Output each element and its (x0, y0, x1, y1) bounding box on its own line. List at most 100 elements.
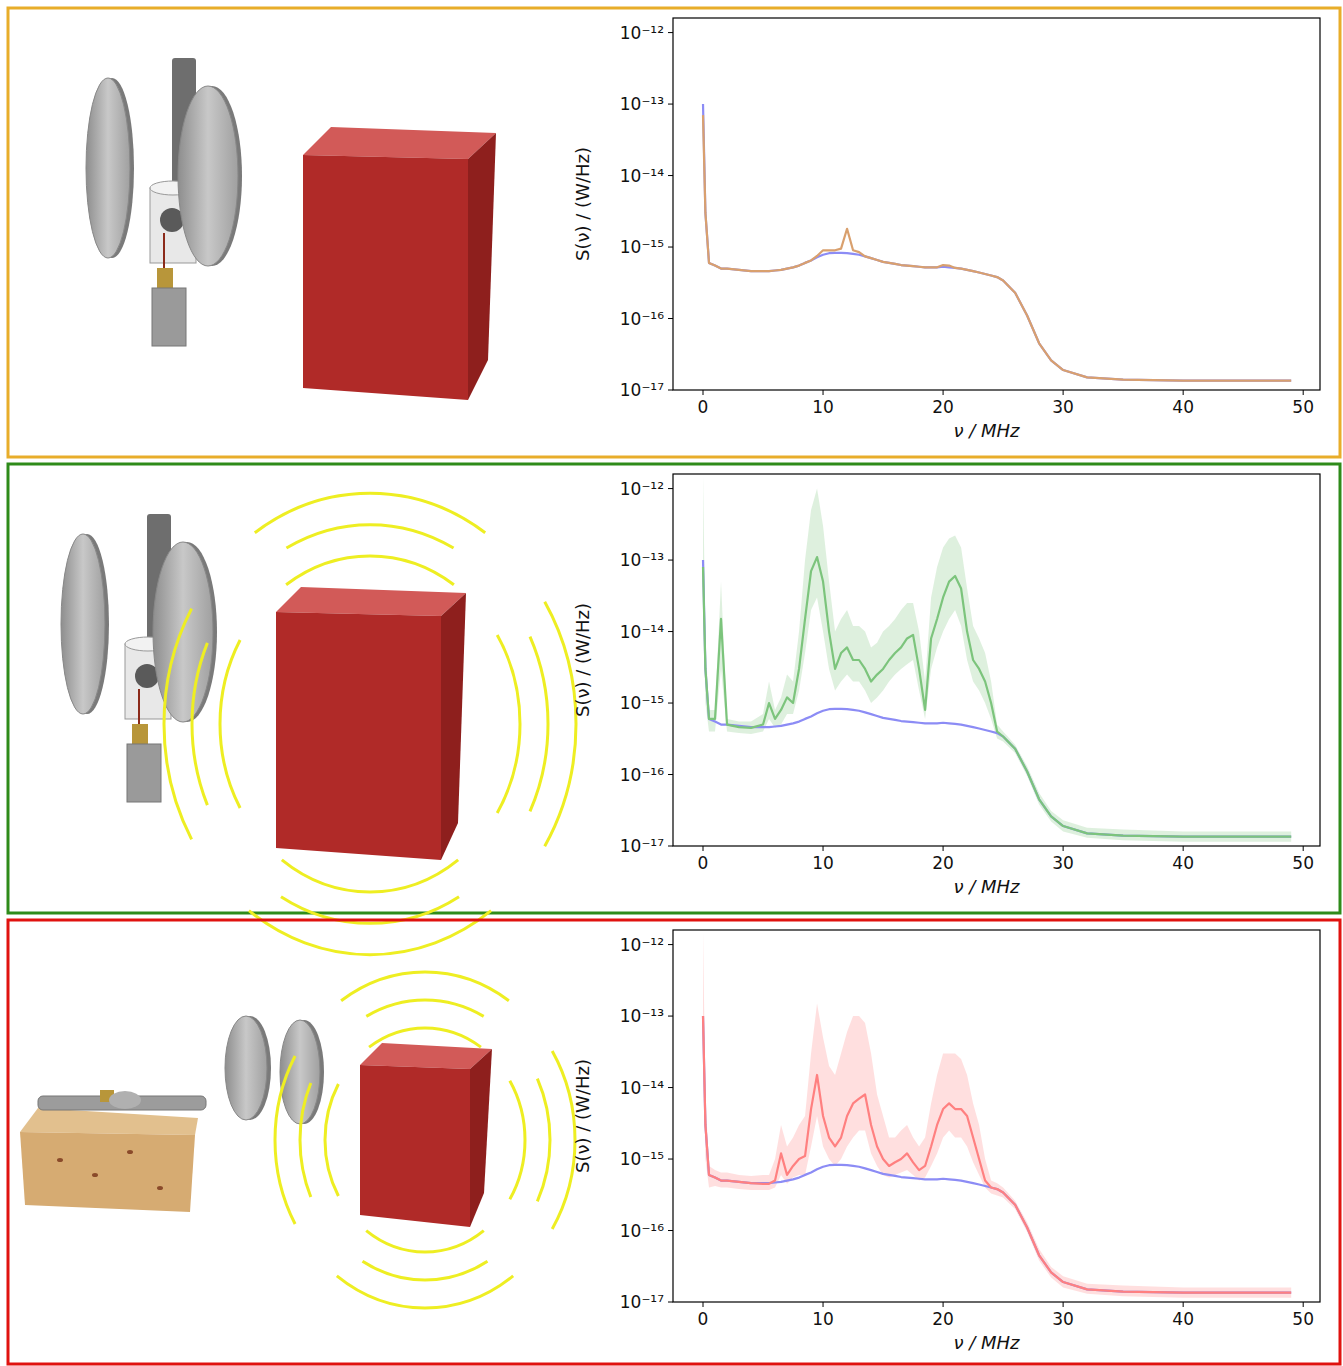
series-line (703, 560, 1291, 837)
wave-arc (300, 1083, 311, 1197)
plot-frame (673, 930, 1320, 1302)
wave-arc (275, 1056, 295, 1224)
x-tick (943, 390, 944, 395)
y-axis-title: S(ν) / (W/Hz) (572, 1059, 593, 1173)
y-tick-label: 10⁻¹⁵ (620, 237, 664, 257)
series-line (703, 1016, 1291, 1293)
x-tick (1183, 390, 1184, 395)
plot-area (703, 932, 1291, 1298)
disk (86, 78, 130, 258)
wave-arc (286, 525, 453, 548)
illustration (86, 58, 496, 400)
y-tick-label: 10⁻¹⁵ (620, 693, 664, 713)
block (152, 288, 186, 346)
x-tick (823, 1302, 824, 1307)
plot-area (703, 104, 1291, 381)
y-tick-label: 10⁻¹⁴ (620, 622, 664, 642)
box-front (360, 1065, 470, 1227)
y-tick-label: 10⁻¹² (620, 23, 664, 43)
x-tick-label: 40 (1172, 397, 1194, 417)
y-tick (668, 1016, 673, 1017)
x-tick-label: 40 (1172, 1309, 1194, 1329)
band (703, 476, 1291, 842)
panel-frame (8, 920, 1340, 1364)
wave-arc (363, 1261, 488, 1280)
x-tick-label: 0 (698, 853, 709, 873)
x-axis-title: ν / MHz (953, 876, 1020, 897)
x-tick (1063, 1302, 1064, 1307)
illustration (61, 493, 576, 954)
series-line (703, 104, 1291, 381)
wave-arc (249, 911, 491, 955)
y-tick (668, 560, 673, 561)
plot-area (703, 476, 1291, 842)
y-tick-label: 10⁻¹⁷ (620, 1292, 664, 1312)
wave-arc (220, 640, 240, 808)
wave-arc (192, 643, 207, 805)
wire (163, 233, 165, 270)
x-tick (1303, 1302, 1304, 1307)
x-tick (703, 846, 704, 851)
y-tick (668, 774, 673, 775)
box-top (360, 1043, 492, 1069)
y-tick-label: 10⁻¹⁷ (620, 836, 664, 856)
y-tick-label: 10⁻¹³ (620, 1006, 664, 1026)
x-tick (703, 390, 704, 395)
wood-knot (127, 1150, 133, 1154)
series-line (703, 557, 1291, 837)
wood-top (20, 1108, 198, 1135)
wood-front (20, 1132, 195, 1212)
x-tick-label: 50 (1292, 397, 1314, 417)
y-tick (668, 104, 673, 105)
x-tick-label: 10 (812, 1309, 834, 1329)
y-tick-label: 10⁻¹² (620, 935, 664, 955)
wave-arc (510, 1081, 525, 1200)
x-axis-title: ν / MHz (953, 420, 1020, 441)
wood-knot (57, 1158, 63, 1162)
wave-arc (366, 1000, 483, 1016)
wire (138, 689, 140, 726)
y-tick-label: 10⁻¹⁴ (620, 166, 664, 186)
x-tick-label: 30 (1052, 397, 1074, 417)
wave-arc (325, 1084, 338, 1196)
x-tick (943, 846, 944, 851)
y-tick (668, 1087, 673, 1088)
x-tick (1303, 390, 1304, 395)
x-tick-label: 50 (1292, 1309, 1314, 1329)
box-side (470, 1049, 492, 1227)
box-front (303, 155, 468, 400)
x-tick (1063, 390, 1064, 395)
y-tick-label: 10⁻¹³ (620, 550, 664, 570)
disk (61, 534, 105, 714)
disk (153, 542, 213, 722)
y-axis-title: S(ν) / (W/Hz) (572, 147, 593, 261)
y-tick (668, 846, 673, 847)
wave-arc (286, 556, 454, 585)
x-tick (823, 390, 824, 395)
box-top (303, 127, 496, 159)
y-tick (668, 1230, 673, 1231)
y-tick-label: 10⁻¹³ (620, 94, 664, 114)
y-tick (668, 1159, 673, 1160)
box-top (276, 587, 466, 616)
y-tick (668, 318, 673, 319)
x-tick-label: 0 (698, 397, 709, 417)
x-tick-label: 10 (812, 853, 834, 873)
wave-arc (164, 609, 192, 840)
y-tick-label: 10⁻¹⁶ (620, 1221, 664, 1241)
x-tick-label: 20 (932, 1309, 954, 1329)
y-tick (668, 631, 673, 632)
x-tick (1303, 846, 1304, 851)
y-tick (668, 703, 673, 704)
wave-arc (537, 1079, 550, 1202)
y-tick-label: 10⁻¹⁶ (620, 765, 664, 785)
wave-arc (255, 493, 485, 532)
y-tick (668, 175, 673, 176)
series-line (703, 1016, 1291, 1293)
wave-arc (530, 637, 548, 812)
y-tick-label: 10⁻¹⁴ (620, 1078, 664, 1098)
y-tick (668, 32, 673, 33)
x-tick-label: 10 (812, 397, 834, 417)
y-tick (668, 390, 673, 391)
x-tick (1183, 846, 1184, 851)
